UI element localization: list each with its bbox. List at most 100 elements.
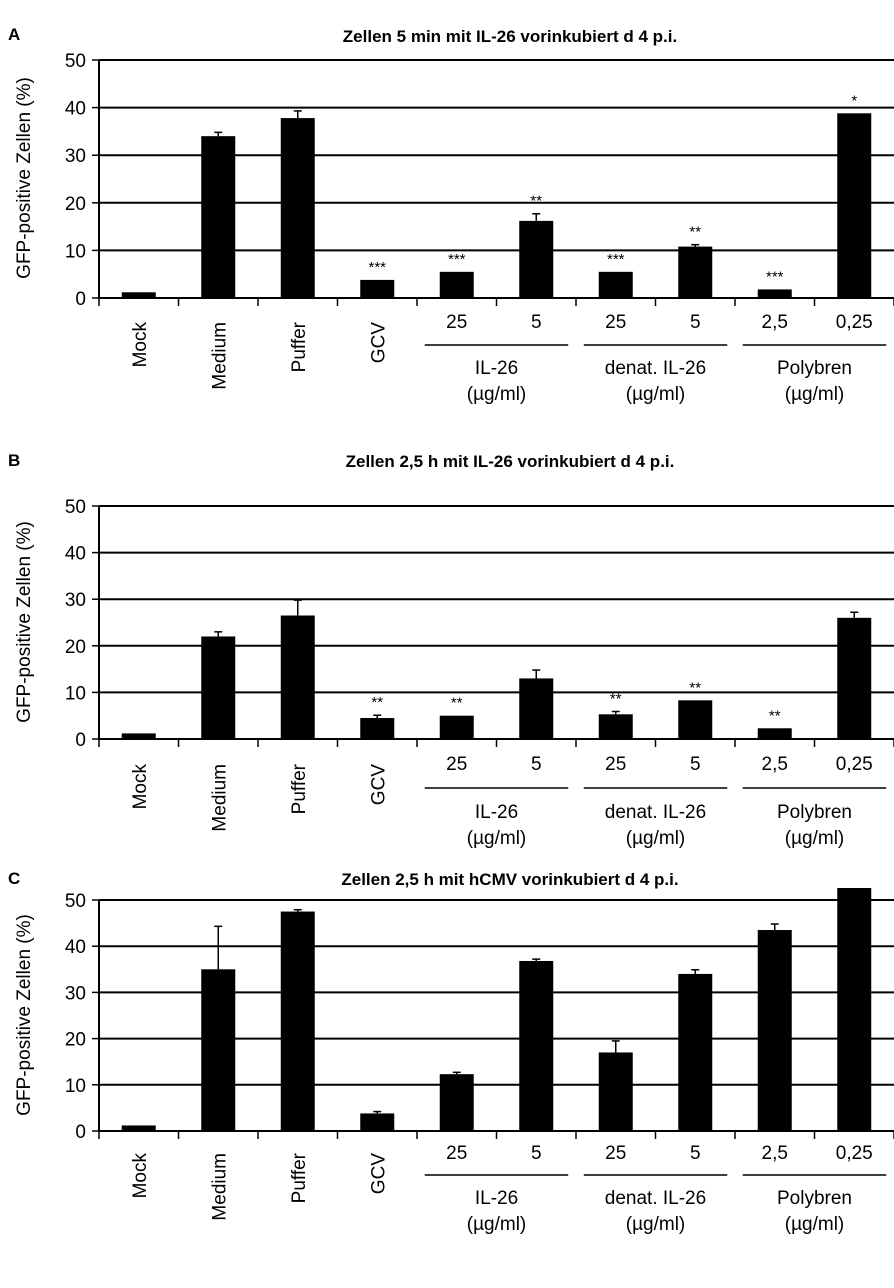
bar: [678, 246, 713, 298]
x-category-label: GCV: [368, 764, 389, 806]
bar: [360, 279, 395, 298]
x-category-label: Medium: [209, 322, 230, 390]
x-category-label: Mock: [130, 322, 151, 368]
significance-marker: **: [769, 707, 781, 724]
bar: [121, 292, 156, 298]
bars-group: [121, 110, 872, 299]
group-label: denat. IL-26: [605, 1188, 706, 1209]
x-category-label: 25: [605, 754, 626, 775]
significance-marker: ***: [766, 268, 784, 285]
bar: [280, 118, 315, 299]
chart-panel-a: A Zellen 5 min mit IL-26 vorinkubiert d 4…: [8, 25, 894, 405]
group-unit-label: (µg/ml): [785, 1214, 845, 1235]
x-category-label: 0,25: [836, 754, 873, 775]
bar: [280, 911, 315, 1131]
bars-group: [121, 888, 872, 1131]
bar: [837, 888, 872, 1131]
bar: [439, 271, 474, 298]
x-category-label: 0,25: [836, 1143, 873, 1164]
significance-marker: **: [610, 691, 622, 708]
y-tick-label: 20: [65, 194, 86, 215]
significance-marker: ***: [607, 251, 625, 268]
group-unit-label: (µg/ml): [785, 828, 845, 849]
y-tick-label: 0: [75, 289, 86, 310]
x-category-label: 2,5: [762, 312, 788, 333]
bar: [757, 728, 792, 739]
x-category-label: 25: [605, 312, 626, 333]
bar: [598, 271, 633, 298]
y-tick-label: 30: [65, 983, 86, 1004]
group-unit-label: (µg/ml): [785, 384, 845, 405]
bar: [678, 700, 713, 739]
y-tick-label: 40: [65, 937, 86, 958]
x-category-label: 5: [690, 754, 701, 775]
bars-group: [121, 599, 872, 739]
y-tick-label: 50: [65, 497, 86, 518]
chart-panel-b: B Zellen 2,5 h mit IL-26 vorinkubiert d 4…: [8, 451, 894, 849]
bar: [439, 715, 474, 739]
y-tick-label: 10: [65, 683, 86, 704]
bar: [757, 289, 792, 298]
x-category-label: GCV: [368, 322, 389, 364]
significance-marker: ***: [448, 251, 466, 268]
y-tick-label: 0: [75, 730, 86, 751]
group-unit-label: (µg/ml): [467, 828, 527, 849]
x-category-label: Medium: [209, 764, 230, 832]
group-label: Polybren: [777, 358, 852, 379]
x-category-label: Puffer: [289, 321, 310, 372]
significance-marker: **: [451, 695, 463, 712]
x-category-label: Medium: [209, 1153, 230, 1221]
bar: [519, 678, 554, 739]
y-tick-label: 50: [65, 51, 86, 72]
x-category-label: 5: [690, 1143, 701, 1164]
significance-marker: *: [851, 92, 857, 109]
bar: [121, 733, 156, 739]
y-tick-label: 30: [65, 146, 86, 167]
x-category-label: Puffer: [289, 1152, 310, 1203]
chart-title: Zellen 5 min mit IL-26 vorinkubiert d 4 …: [343, 27, 677, 46]
x-category-label: Puffer: [289, 763, 310, 814]
x-category-label: 2,5: [762, 1143, 788, 1164]
y-tick-label: 50: [65, 891, 86, 912]
x-category-label: GCV: [368, 1153, 389, 1195]
bar: [837, 113, 872, 298]
y-tick-label: 10: [65, 241, 86, 262]
x-category-label: 0,25: [836, 312, 873, 333]
significance-marker: **: [371, 694, 383, 711]
group-label: IL-26: [475, 358, 518, 379]
group-unit-label: (µg/ml): [467, 384, 527, 405]
group-label: Polybren: [777, 802, 852, 823]
group-unit-label: (µg/ml): [626, 828, 686, 849]
y-axis-label: GFP-positive Zellen (%): [14, 77, 35, 279]
x-category-label: 5: [531, 312, 542, 333]
bar: [678, 973, 713, 1131]
significance-marker: **: [689, 679, 701, 696]
x-category-label: Mock: [130, 764, 151, 810]
group-label: IL-26: [475, 1188, 518, 1209]
x-category-label: 25: [605, 1143, 626, 1164]
x-category-label: Mock: [130, 1153, 151, 1199]
bar: [280, 615, 315, 739]
x-category-label: 5: [690, 312, 701, 333]
significance-marker: **: [689, 224, 701, 241]
bar: [201, 636, 236, 739]
panel-label: C: [8, 869, 20, 888]
x-category-label: 5: [531, 1143, 542, 1164]
bar: [519, 960, 554, 1131]
group-label: Polybren: [777, 1188, 852, 1209]
bar: [360, 1113, 395, 1131]
group-unit-label: (µg/ml): [626, 1214, 686, 1235]
chart-title: Zellen 2,5 h mit hCMV vorinkubiert d 4 p…: [341, 870, 678, 889]
chart-title: Zellen 2,5 h mit IL-26 vorinkubiert d 4 …: [346, 452, 675, 471]
x-category-label: 5: [531, 754, 542, 775]
y-tick-label: 40: [65, 544, 86, 565]
y-tick-label: 10: [65, 1076, 86, 1097]
group-label: IL-26: [475, 802, 518, 823]
panel-label: B: [8, 451, 20, 470]
y-tick-label: 0: [75, 1122, 86, 1143]
bar: [757, 930, 792, 1131]
y-axis-label: GFP-positive Zellen (%): [14, 521, 35, 723]
group-label: denat. IL-26: [605, 358, 706, 379]
y-axis-label: GFP-positive Zellen (%): [14, 914, 35, 1116]
x-category-label: 25: [446, 1143, 467, 1164]
